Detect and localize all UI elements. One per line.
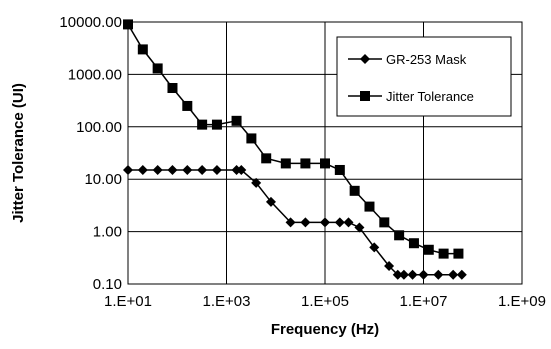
data-point-gr253 bbox=[167, 164, 178, 175]
data-point-gr253 bbox=[448, 269, 459, 280]
data-point-gr253 bbox=[123, 164, 133, 175]
data-point-jitter-tolerance bbox=[211, 119, 222, 130]
data-point-gr253 bbox=[211, 164, 222, 175]
y-tick-label: 1000.00 bbox=[68, 66, 122, 83]
data-point-jitter-tolerance bbox=[300, 158, 311, 169]
y-tick-label: 10000.00 bbox=[59, 14, 122, 31]
data-point-gr253 bbox=[369, 242, 380, 253]
data-point-jitter-tolerance bbox=[152, 63, 163, 74]
legend-label-jitter: Jitter Tolerance bbox=[386, 89, 474, 104]
data-point-jitter-tolerance bbox=[182, 100, 193, 111]
data-point-gr253 bbox=[433, 269, 444, 280]
data-point-gr253 bbox=[456, 269, 467, 280]
y-tick-label: 0.10 bbox=[93, 276, 122, 293]
data-point-gr253 bbox=[398, 269, 409, 280]
data-point-gr253 bbox=[236, 164, 247, 175]
data-point-gr253 bbox=[407, 269, 418, 280]
x-tick-label: 1.E+01 bbox=[104, 293, 152, 310]
data-point-jitter-tolerance bbox=[364, 201, 375, 212]
x-tick-label: 1.E+07 bbox=[400, 293, 448, 310]
y-tick-label: 10.00 bbox=[84, 171, 122, 188]
data-point-jitter-tolerance bbox=[334, 164, 345, 175]
data-point-jitter-tolerance bbox=[394, 230, 405, 241]
y-tick-label: 1.00 bbox=[93, 224, 122, 241]
data-point-gr253 bbox=[384, 261, 395, 272]
data-point-gr253 bbox=[300, 217, 311, 228]
data-point-gr253 bbox=[265, 196, 276, 207]
data-point-jitter-tolerance bbox=[167, 83, 178, 94]
data-point-gr253 bbox=[182, 164, 193, 175]
data-point-jitter-tolerance bbox=[261, 153, 272, 164]
legend-marker-square bbox=[360, 91, 370, 101]
data-point-gr253 bbox=[354, 222, 365, 233]
data-point-jitter-tolerance bbox=[349, 185, 360, 196]
data-point-jitter-tolerance bbox=[320, 158, 330, 169]
series-layer bbox=[123, 19, 467, 280]
data-point-jitter-tolerance bbox=[231, 115, 242, 126]
x-tick-label: 1.E+05 bbox=[301, 293, 349, 310]
data-point-gr253 bbox=[343, 217, 354, 228]
y-tick-label: 100.00 bbox=[76, 119, 122, 136]
data-point-jitter-tolerance bbox=[123, 19, 133, 30]
legend-label-gr253: GR-253 Mask bbox=[386, 52, 467, 67]
data-point-jitter-tolerance bbox=[137, 44, 148, 55]
data-point-gr253 bbox=[137, 164, 148, 175]
data-point-gr253 bbox=[320, 217, 330, 228]
data-point-jitter-tolerance bbox=[438, 248, 449, 259]
data-point-jitter-tolerance bbox=[197, 119, 208, 130]
data-point-gr253 bbox=[334, 217, 345, 228]
data-point-jitter-tolerance bbox=[379, 217, 390, 228]
data-point-gr253 bbox=[285, 217, 296, 228]
data-point-jitter-tolerance bbox=[408, 238, 419, 249]
x-axis-title: Frequency (Hz) bbox=[271, 321, 379, 338]
data-point-jitter-tolerance bbox=[423, 244, 434, 255]
x-tick-label: 1.E+03 bbox=[203, 293, 251, 310]
series-line-jitter-tolerance bbox=[127, 24, 459, 255]
data-point-jitter-tolerance bbox=[453, 248, 464, 259]
legend-box bbox=[336, 36, 512, 117]
legend: GR-253 Mask Jitter Tolerance bbox=[336, 36, 512, 117]
data-point-gr253 bbox=[251, 177, 262, 188]
data-point-jitter-tolerance bbox=[246, 133, 257, 144]
data-point-gr253 bbox=[197, 164, 208, 175]
data-point-gr253 bbox=[392, 269, 403, 280]
legend-marker-diamond bbox=[360, 54, 370, 64]
tick-labels: 10000.00 1000.00 100.00 10.00 1.00 0.101.E+01… bbox=[59, 14, 546, 310]
y-axis-title: Jitter Tolerance (UI) bbox=[10, 83, 27, 223]
x-tick-label: 1.E+09 bbox=[498, 293, 546, 310]
data-point-jitter-tolerance bbox=[280, 158, 291, 169]
data-point-gr253 bbox=[418, 269, 429, 280]
data-point-gr253 bbox=[152, 164, 163, 175]
